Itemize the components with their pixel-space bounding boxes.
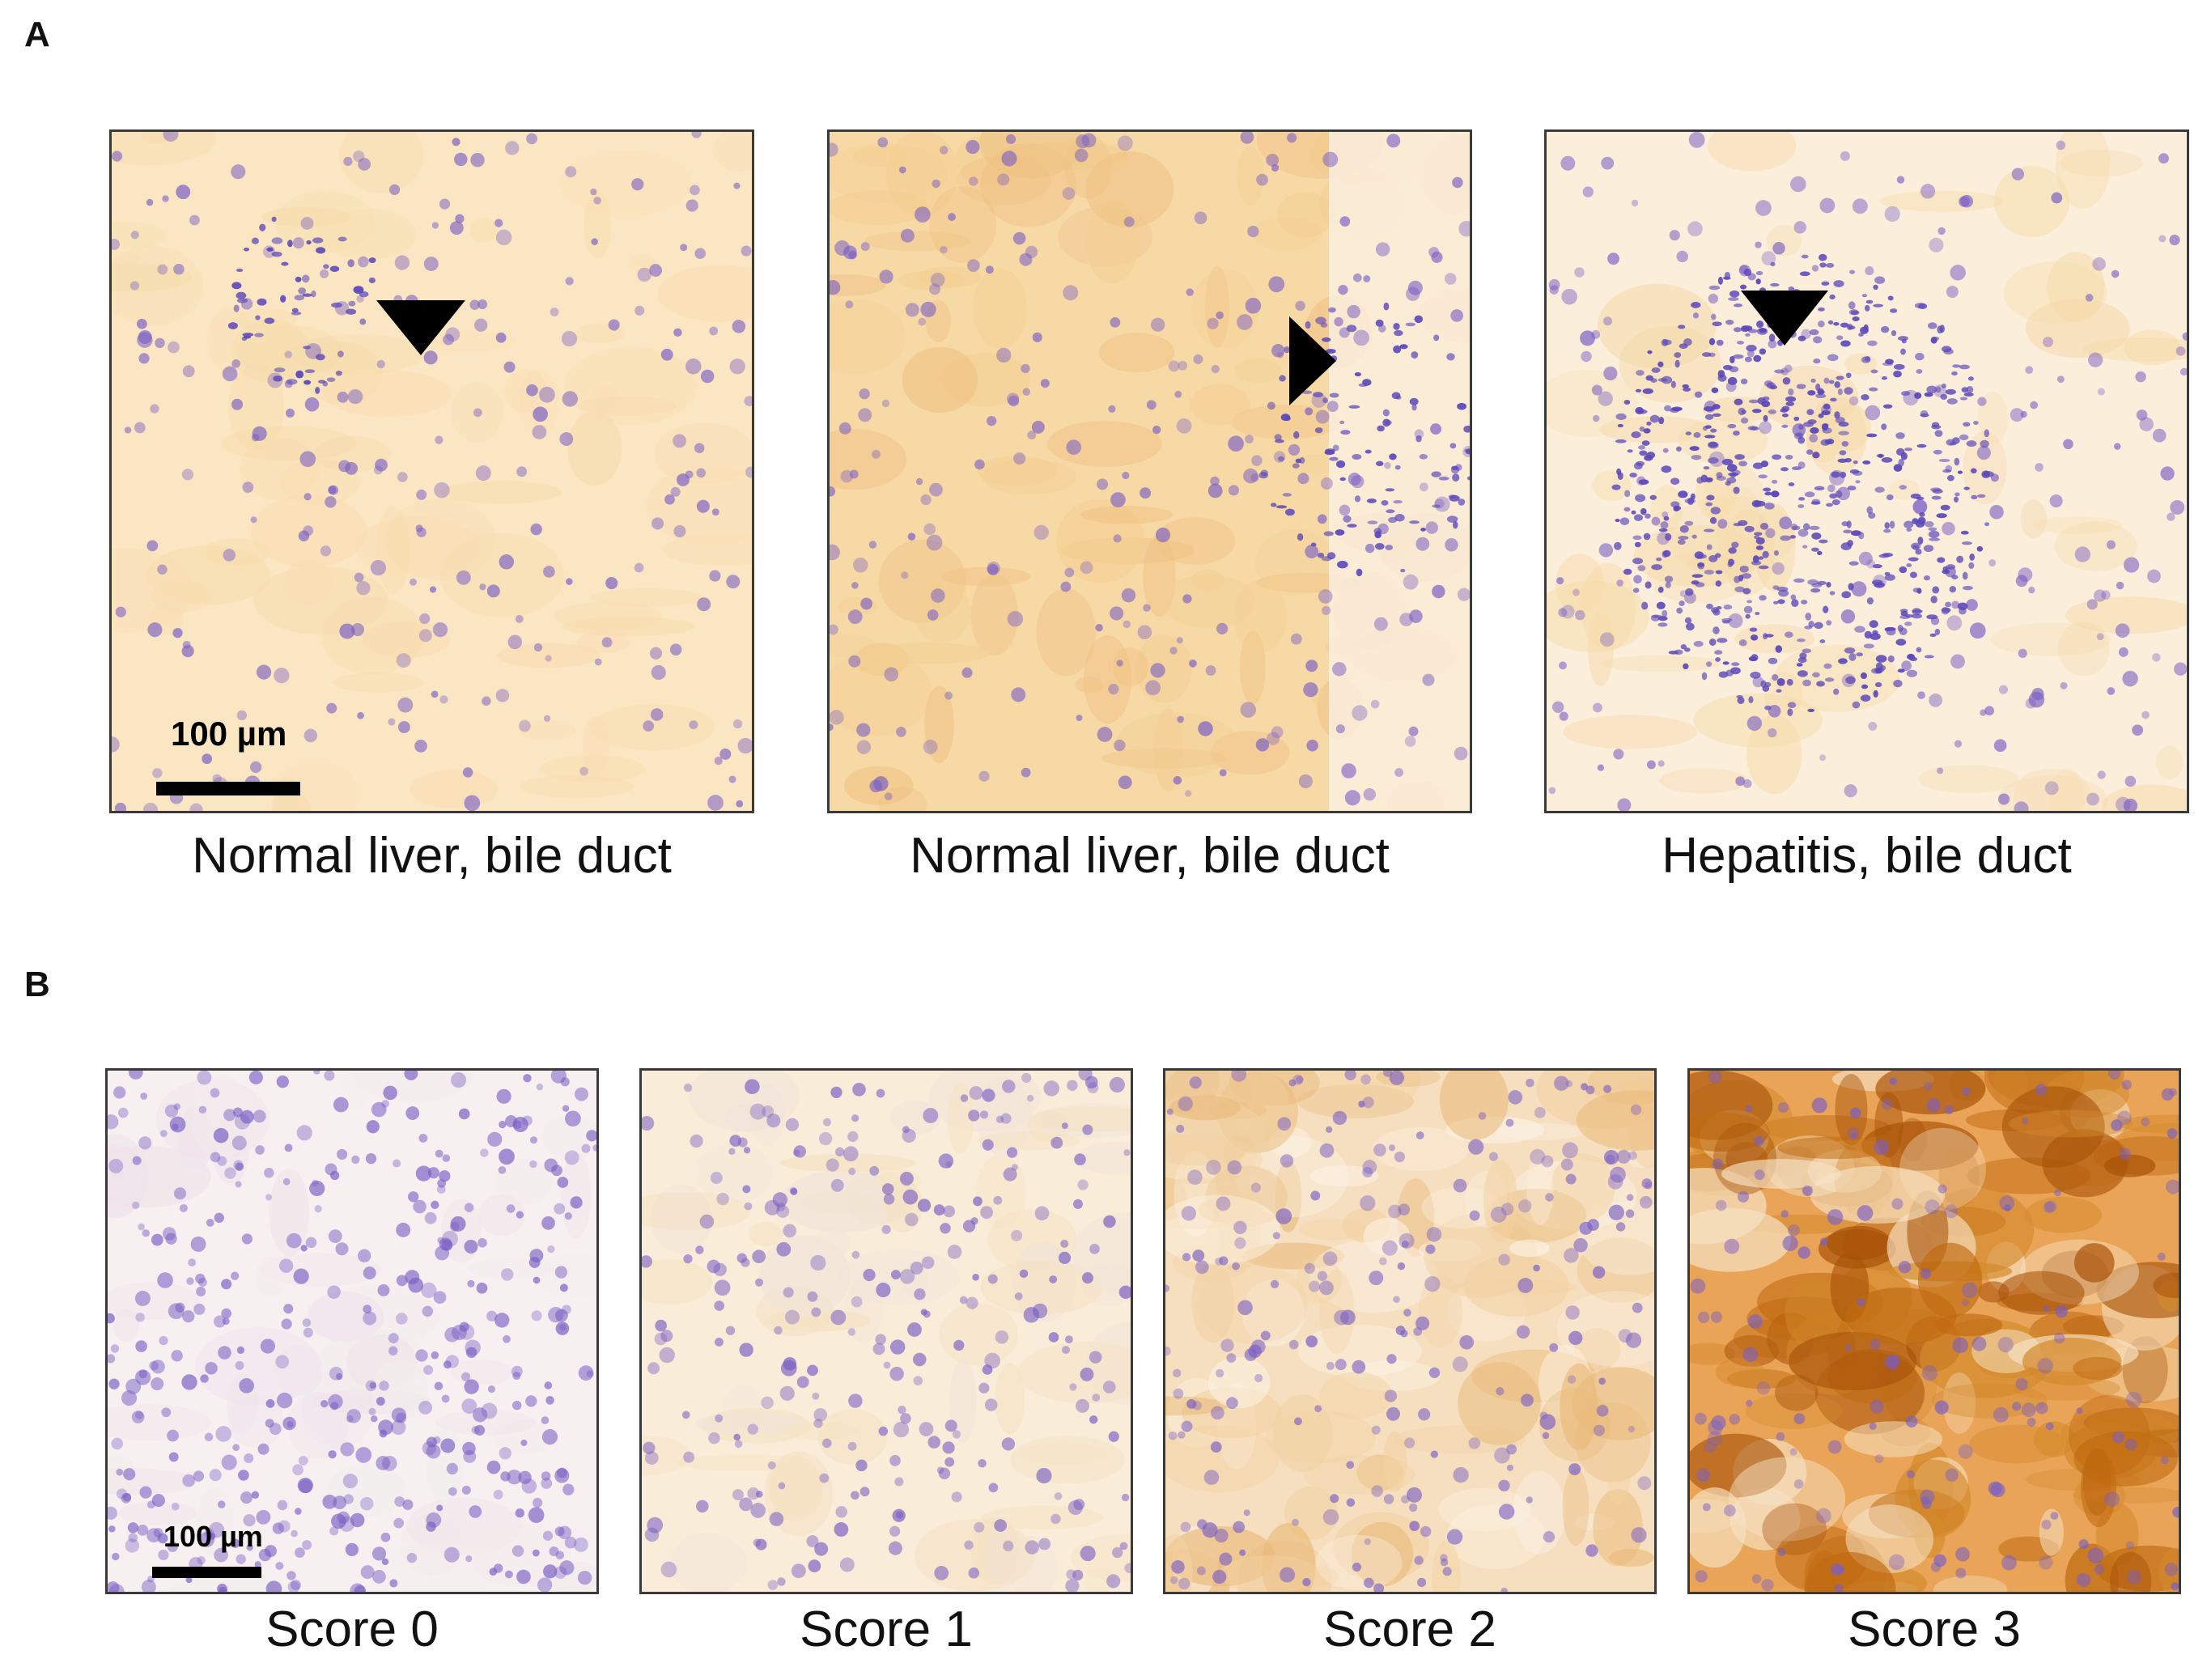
- arrowhead-icon: [1741, 291, 1828, 346]
- micrograph-b-score-3: [1687, 1068, 2181, 1594]
- scale-bar: 100 µm: [156, 715, 302, 795]
- micrograph-a3: [1544, 129, 2189, 813]
- tissue-texture: [642, 1071, 1131, 1592]
- tissue-texture: [830, 132, 1470, 811]
- panel-letter-a: A: [24, 15, 50, 54]
- micrograph-b-score-0: 100 µm: [105, 1068, 599, 1594]
- scale-bar-line: [152, 1567, 261, 1578]
- micrograph-b-score-2: [1163, 1068, 1657, 1594]
- caption-b-score-3: Score 3: [1848, 1602, 2021, 1657]
- panel-letter-b: B: [24, 965, 50, 1004]
- scale-bar: 100 µm: [152, 1520, 274, 1585]
- tissue-texture: [1690, 1071, 2179, 1592]
- caption-b-score-1: Score 1: [800, 1602, 973, 1657]
- caption-b-score-0: Score 0: [265, 1602, 439, 1657]
- scale-bar-label: 100 µm: [171, 715, 287, 753]
- scale-bar-line: [156, 782, 300, 795]
- arrowhead-icon: [376, 300, 465, 355]
- caption-b-score-2: Score 2: [1323, 1602, 1496, 1657]
- micrograph-b-score-1: [639, 1068, 1133, 1594]
- scale-bar-label: 100 µm: [163, 1520, 263, 1553]
- micrograph-a2: [827, 129, 1472, 813]
- caption-a3: Hepatitis, bile duct: [1662, 828, 2072, 884]
- micrograph-a1: 100 µm: [109, 129, 754, 813]
- caption-a2: Normal liver, bile duct: [910, 828, 1390, 884]
- tissue-texture: [1547, 132, 2187, 811]
- tissue-texture: [108, 1071, 596, 1592]
- arrowhead-icon: [1289, 316, 1336, 405]
- tissue-texture: [112, 132, 752, 811]
- caption-a1: Normal liver, bile duct: [192, 828, 672, 884]
- tissue-texture: [1165, 1071, 1654, 1592]
